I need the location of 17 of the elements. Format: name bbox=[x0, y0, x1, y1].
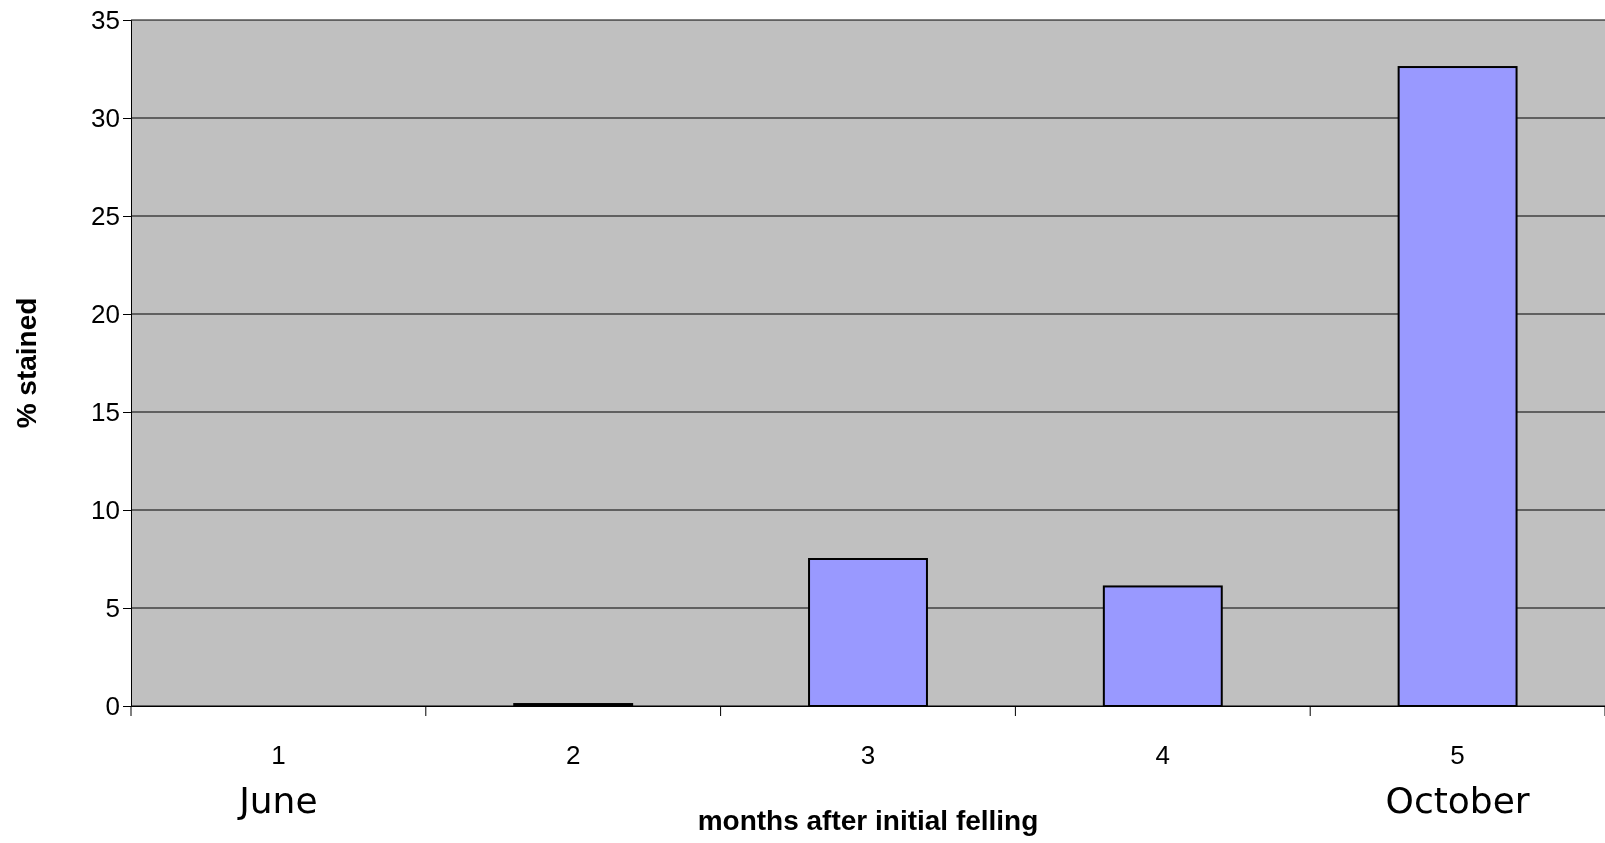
x-tick-label: 4 bbox=[1155, 740, 1171, 771]
y-tick-label: 0 bbox=[105, 690, 120, 721]
text: June bbox=[237, 780, 318, 821]
x-tick-label: 5 bbox=[1450, 740, 1465, 771]
y-tick-label: 35 bbox=[91, 4, 120, 35]
text: October bbox=[1385, 780, 1530, 821]
y-tick-label: 5 bbox=[105, 592, 120, 623]
y-axis-title: % stained bbox=[11, 297, 42, 429]
y-tick-label: 30 bbox=[91, 102, 120, 133]
y-tick-label: 15 bbox=[91, 396, 120, 427]
x-tick-label: 1 bbox=[271, 740, 286, 771]
x-tick-label: 2 bbox=[565, 740, 581, 771]
x-tick-label: 3 bbox=[860, 740, 876, 771]
y-tick-label: 25 bbox=[91, 200, 120, 231]
y-tick-label: 10 bbox=[91, 494, 120, 525]
x-axis-title: months after initial felling bbox=[697, 805, 1039, 836]
y-tick-label: 20 bbox=[91, 298, 120, 329]
